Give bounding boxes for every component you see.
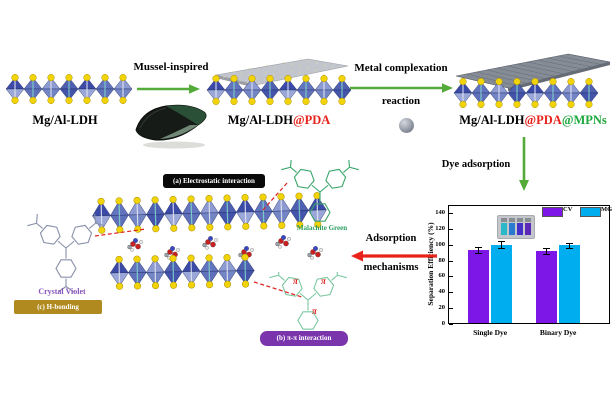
- malachite-green-label: Malachite Green: [296, 224, 348, 232]
- dye-adsorption-arrow: [519, 137, 529, 191]
- error-bar: [546, 247, 548, 255]
- metal-complexation-label: Metal complexation: [354, 62, 448, 74]
- mpn-particle: [399, 118, 414, 133]
- adsorption-label: Adsorption: [365, 233, 417, 244]
- x-category-label: Binary Dye: [539, 328, 577, 337]
- crystal-violet-molecule: [27, 214, 105, 293]
- h-bonding-badge: (c) H-bonding: [14, 300, 102, 314]
- x-category-label: Single Dye: [473, 328, 508, 337]
- mg-al-ldh-structure: [6, 74, 132, 104]
- legend-swatch-mg: [580, 207, 601, 217]
- y-tick-label: 100: [435, 240, 445, 248]
- y-tick-mark: [449, 244, 453, 246]
- ldh-label: Mg/Al-LDH: [32, 113, 98, 127]
- y-tick-label: 140: [435, 208, 445, 216]
- reaction-label: reaction: [381, 95, 421, 107]
- y-tick-label: 20: [438, 304, 446, 312]
- cuvette-cap: [517, 218, 523, 222]
- error-bar: [478, 247, 480, 254]
- y-tick-label: 120: [435, 224, 445, 232]
- lower-ldh-layer: [109, 253, 255, 290]
- cuvette-photo-inset: [497, 215, 535, 239]
- pda-structure-label: Mg/Al-LDH@PDA: [208, 113, 350, 127]
- pi-symbol-1: π: [293, 276, 298, 286]
- bar-mg-1: [559, 245, 581, 323]
- bar-cv-0: [468, 250, 490, 323]
- y-tick-label: 40: [438, 288, 446, 296]
- error-cap-top: [566, 243, 574, 245]
- mg-al-ldh-pda-structure: [206, 58, 352, 105]
- cuvette: [517, 223, 523, 235]
- mussel-image: [135, 104, 207, 149]
- ldh-band: [6, 74, 132, 104]
- error-cap-top: [475, 247, 483, 249]
- legend-label-cv: CV: [563, 206, 573, 213]
- dye-adsorption-label: Dye adsorption: [441, 159, 511, 170]
- y-tick-mark: [449, 308, 453, 310]
- mussel-shadow: [143, 141, 205, 149]
- legend-label-mg: MG: [601, 206, 613, 213]
- error-bar: [501, 241, 503, 248]
- legend-swatch-cv: [542, 207, 563, 217]
- y-tick-mark: [449, 228, 453, 230]
- pi-symbol-2: π: [321, 276, 326, 286]
- mpn-label-base: Mg/Al-LDH: [459, 113, 525, 127]
- metal-complexation-arrow: [350, 83, 453, 93]
- cuvette: [525, 223, 531, 235]
- mpn-structure-label: Mg/Al-LDH@PDA@MPNs: [454, 113, 612, 127]
- mechanisms-label: mechanisms: [363, 262, 419, 273]
- error-cap-top: [543, 247, 551, 249]
- pda-label-suffix: @PDA: [292, 113, 331, 127]
- error-cap-bottom: [475, 253, 483, 255]
- mussel-inspired-arrow: [137, 84, 200, 94]
- y-tick-mark: [449, 324, 453, 325]
- mussel-inspired-label: Mussel-inspired: [133, 61, 209, 73]
- cuvette-cap: [501, 218, 507, 222]
- malachite-green-molecule: [281, 160, 359, 222]
- intercalated-molecules: [127, 235, 323, 260]
- y-tick-label: 80: [438, 256, 446, 264]
- y-tick-mark: [449, 212, 453, 214]
- error-cap-bottom: [543, 254, 551, 256]
- y-tick-label: 0: [441, 320, 445, 327]
- mpn-label-pda: @PDA: [524, 113, 562, 127]
- cuvette-cap: [509, 218, 515, 222]
- pi-symbol-3: π: [312, 306, 317, 316]
- adsorption-mechanisms-arrow: [351, 250, 437, 262]
- ldh-band: [453, 78, 599, 108]
- y-tick-mark: [449, 292, 453, 294]
- error-cap-bottom: [566, 247, 574, 249]
- cuvette: [509, 223, 515, 235]
- y-tick-label: 60: [438, 272, 446, 280]
- pi-pi-dye-molecule: [269, 272, 347, 330]
- crystal-violet-label: Crystal Violet: [38, 287, 86, 296]
- y-tick-mark: [449, 276, 453, 278]
- separation-efficiency-chart: Separation Efficiency (%) 0 20 40 60 80 100 12…: [426, 196, 614, 344]
- cuvette: [501, 223, 507, 235]
- mpn-label-mpn: @MPNs: [561, 113, 607, 127]
- bar-mg-0: [491, 244, 513, 323]
- cuvette-cap: [525, 218, 531, 222]
- error-cap-top: [498, 241, 506, 243]
- bar-cv-1: [536, 251, 558, 323]
- electrostatic-interaction-badge: (a) Electrostatic interaction: [163, 174, 265, 188]
- mussel-ridge: [139, 107, 167, 129]
- mussel-lip: [160, 125, 198, 139]
- ldh-band: [206, 75, 352, 105]
- mg-al-ldh-pda-mpn-structure: [453, 53, 611, 108]
- error-bar: [569, 243, 571, 248]
- pda-label-base: Mg/Al-LDH: [227, 113, 293, 127]
- y-tick-mark: [449, 260, 453, 262]
- mussel-sheen: [166, 105, 206, 125]
- pi-pi-interaction-badge: (b) π-π interaction: [260, 331, 348, 346]
- error-cap-bottom: [498, 247, 506, 249]
